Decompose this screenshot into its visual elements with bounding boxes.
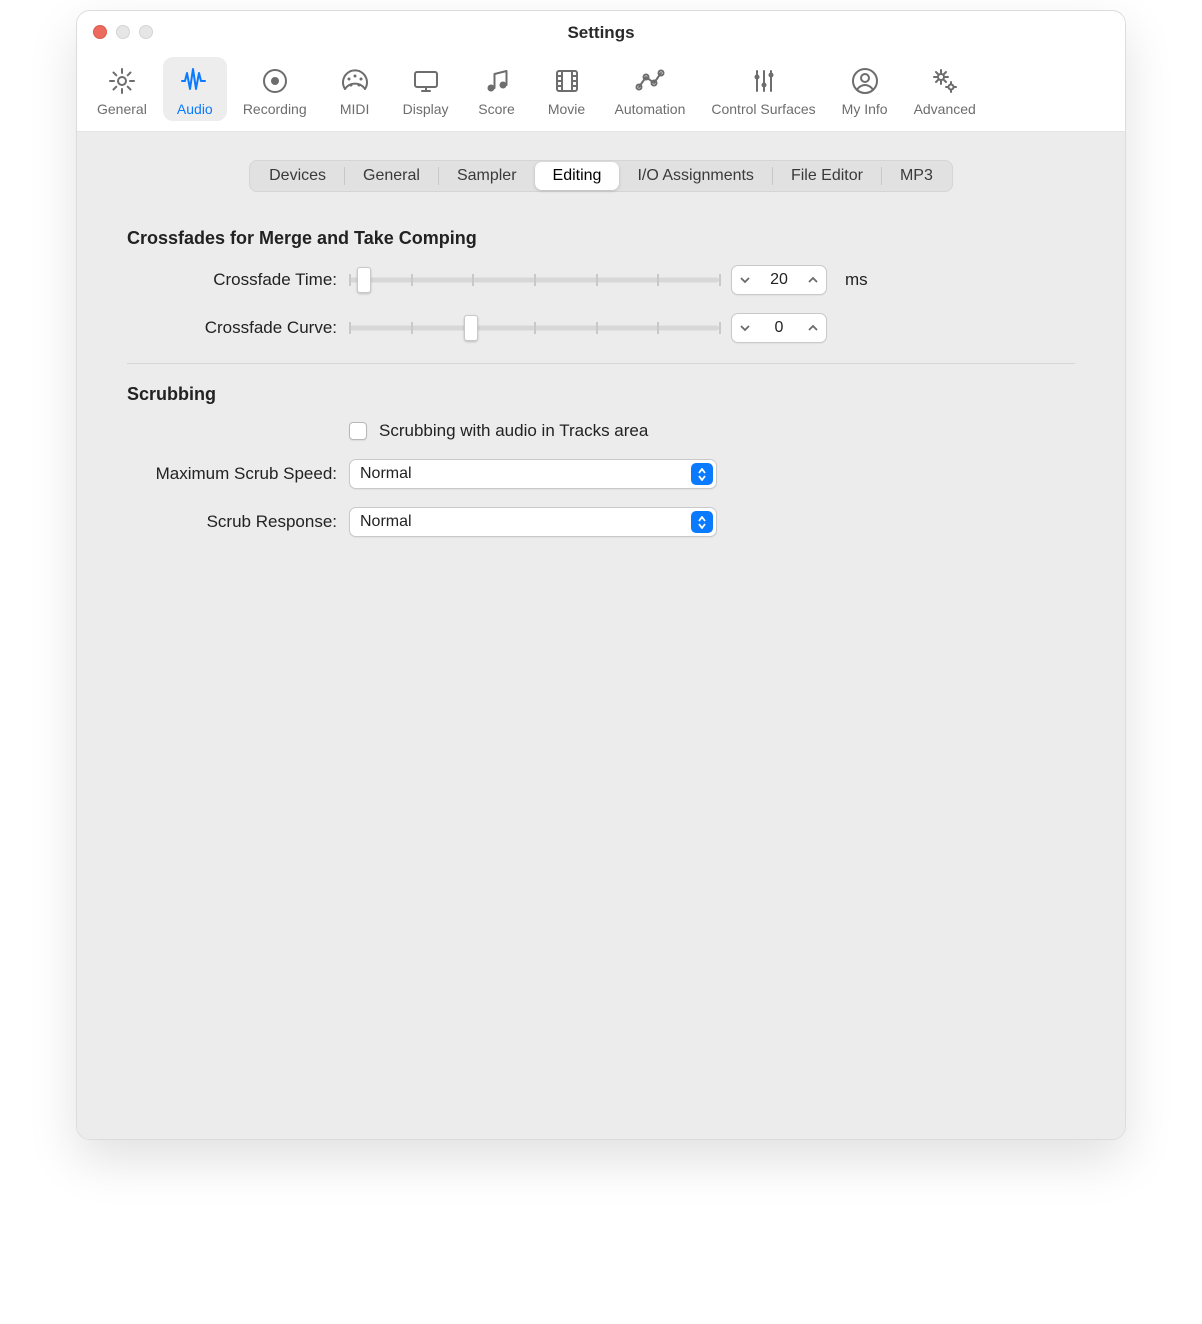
waveform-icon [177,63,213,99]
stepper-down-icon[interactable] [732,266,758,294]
profile-icon [847,63,883,99]
toolbar-item-audio[interactable]: Audio [163,57,227,121]
toolbar-item-general[interactable]: General [87,57,157,121]
toolbar-item-label: My Info [842,101,888,117]
crossfade-curve-stepper[interactable]: 0 [731,313,827,343]
scrubbing-audio-row: Scrubbing with audio in Tracks area [127,421,1075,441]
toolbar-item-midi[interactable]: MIDI [323,57,387,121]
scrub-response-value: Normal [360,513,412,531]
record-icon [257,63,293,99]
crossfade-curve-value: 0 [758,319,800,337]
toolbar-item-label: Movie [548,101,585,117]
sliders-icon [746,63,782,99]
editing-panel: Crossfades for Merge and Take Comping Cr… [97,206,1105,577]
tab-general[interactable]: General [345,162,438,190]
crossfade-curve-slider[interactable] [349,317,719,339]
stepper-down-icon[interactable] [732,314,758,342]
toolbar-item-label: Recording [243,101,307,117]
content-area: DevicesGeneralSamplerEditingI/O Assignme… [77,132,1125,1140]
scrub-response-popup[interactable]: Normal [349,507,717,537]
crossfade-time-stepper[interactable]: 20 [731,265,827,295]
slider-tick [534,322,536,334]
minimize-button[interactable] [116,25,130,39]
audio-tabs: DevicesGeneralSamplerEditingI/O Assignme… [249,160,953,192]
slider-tick [411,322,413,334]
crossfades-heading: Crossfades for Merge and Take Comping [127,228,1075,249]
film-icon [549,63,585,99]
slider-tick [349,322,351,334]
slider-tick [719,322,721,334]
toolbar-item-control-surfaces[interactable]: Control Surfaces [701,57,825,121]
close-button[interactable] [93,25,107,39]
toolbar-item-display[interactable]: Display [393,57,459,121]
titlebar: Settings [77,11,1125,55]
toolbar-item-automation[interactable]: Automation [605,57,696,121]
crossfade-time-label: Crossfade Time: [127,270,337,290]
slider-tick [719,274,721,286]
settings-window: Settings General Audio Recording MIDI Displa… [76,10,1126,1140]
max-scrub-speed-popup[interactable]: Normal [349,459,717,489]
toolbar-item-label: Score [478,101,515,117]
stepper-up-icon[interactable] [800,266,826,294]
tab-i-o-assignments[interactable]: I/O Assignments [619,162,772,190]
slider-tick [596,322,598,334]
toolbar-item-advanced[interactable]: Advanced [904,57,986,121]
tab-mp3[interactable]: MP3 [882,162,951,190]
slider-tick [411,274,413,286]
crossfade-time-row: Crossfade Time: 20 ms [127,265,1075,295]
crossfade-curve-row: Crossfade Curve: 0 [127,313,1075,343]
window-controls [93,25,153,39]
max-scrub-speed-value: Normal [360,465,412,483]
slider-tick [349,274,351,286]
scrub-response-row: Scrub Response: Normal [127,507,1075,537]
crossfade-time-slider[interactable] [349,269,719,291]
zoom-button[interactable] [139,25,153,39]
slider-tick [472,274,474,286]
window-title: Settings [77,23,1125,43]
scrubbing-audio-checkbox[interactable] [349,422,367,440]
slider-tick [596,274,598,286]
nodes-icon [632,63,668,99]
toolbar-item-label: Audio [177,101,213,117]
toolbar-item-label: General [97,101,147,117]
toolbar-item-movie[interactable]: Movie [535,57,599,121]
tab-sampler[interactable]: Sampler [439,162,535,190]
slider-thumb[interactable] [464,315,478,341]
monitor-icon [408,63,444,99]
toolbar-item-label: Display [403,101,449,117]
popup-chevrons-icon [691,511,713,533]
toolbar-item-label: Control Surfaces [711,101,815,117]
preferences-toolbar: General Audio Recording MIDI Display Score Mov… [77,55,1125,132]
slider-thumb[interactable] [357,267,371,293]
tab-devices[interactable]: Devices [251,162,344,190]
notes-icon [479,63,515,99]
gears-icon [927,63,963,99]
gear-icon [104,63,140,99]
slider-tick [657,274,659,286]
popup-chevrons-icon [691,463,713,485]
toolbar-item-label: Advanced [914,101,976,117]
slider-tick [534,274,536,286]
toolbar-item-label: Automation [615,101,686,117]
toolbar-item-label: MIDI [340,101,370,117]
crossfade-curve-label: Crossfade Curve: [127,318,337,338]
scrub-response-label: Scrub Response: [127,512,337,532]
max-scrub-speed-row: Maximum Scrub Speed: Normal [127,459,1075,489]
stepper-up-icon[interactable] [800,314,826,342]
din-icon [337,63,373,99]
max-scrub-speed-label: Maximum Scrub Speed: [127,464,337,484]
toolbar-item-score[interactable]: Score [465,57,529,121]
crossfade-time-unit: ms [845,270,868,290]
scrubbing-audio-label: Scrubbing with audio in Tracks area [379,421,648,441]
slider-tick [657,322,659,334]
scrubbing-heading: Scrubbing [127,384,1075,405]
section-divider [127,363,1075,364]
toolbar-item-my-info[interactable]: My Info [832,57,898,121]
tab-editing[interactable]: Editing [535,162,620,190]
tab-file-editor[interactable]: File Editor [773,162,881,190]
crossfade-time-value: 20 [758,271,800,289]
toolbar-item-recording[interactable]: Recording [233,57,317,121]
